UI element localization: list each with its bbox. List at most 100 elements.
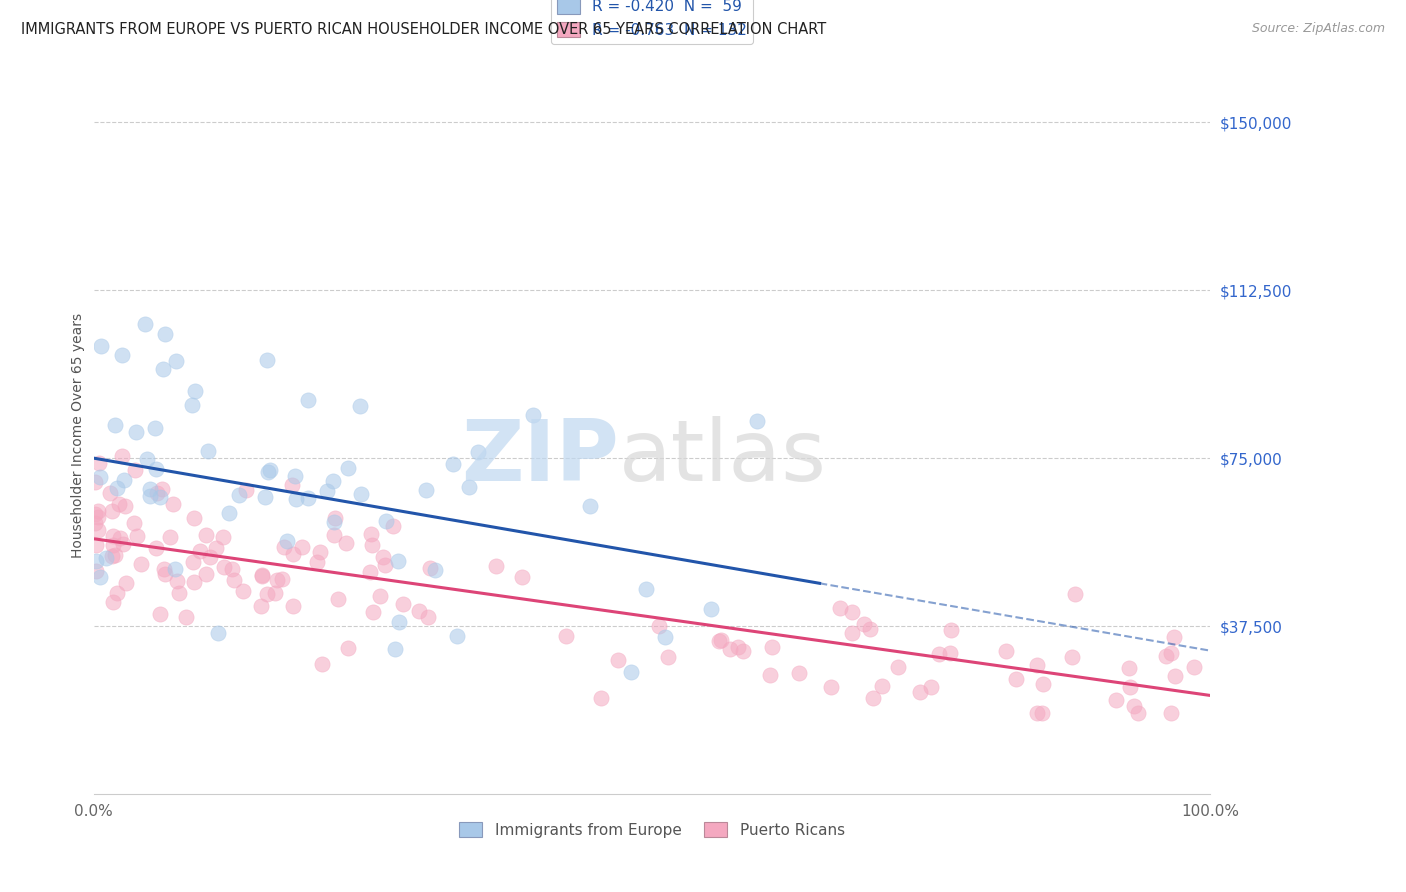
Point	[284, 469, 307, 483]
Point	[152, 361, 174, 376]
Point	[1164, 669, 1187, 683]
Point	[104, 548, 127, 562]
Point	[607, 653, 630, 667]
Point	[359, 566, 381, 580]
Point	[211, 530, 233, 544]
Point	[700, 602, 723, 616]
Point	[174, 609, 197, 624]
Point	[105, 586, 128, 600]
Point	[103, 529, 125, 543]
Point	[129, 557, 152, 571]
Point	[361, 538, 384, 552]
Point	[297, 491, 319, 505]
Point	[820, 681, 842, 695]
Point	[620, 665, 643, 679]
Point	[112, 473, 135, 487]
Point	[256, 352, 278, 367]
Point	[350, 487, 373, 501]
Point	[152, 561, 174, 575]
Point	[349, 399, 371, 413]
Point	[198, 549, 221, 564]
Point	[139, 482, 162, 496]
Point	[204, 541, 226, 556]
Point	[315, 484, 337, 499]
Point	[1154, 649, 1177, 664]
Point	[169, 586, 191, 600]
Point	[555, 629, 578, 643]
Point	[887, 660, 910, 674]
Point	[84, 538, 107, 552]
Point	[139, 489, 162, 503]
Point	[159, 530, 181, 544]
Point	[859, 623, 882, 637]
Point	[145, 541, 167, 555]
Point	[89, 469, 111, 483]
Text: Source: ZipAtlas.com: Source: ZipAtlas.com	[1251, 22, 1385, 36]
Point	[416, 609, 439, 624]
Point	[360, 526, 382, 541]
Point	[271, 572, 294, 586]
Point	[84, 564, 107, 578]
Point	[125, 425, 148, 439]
Point	[273, 540, 295, 554]
Point	[939, 623, 962, 637]
Point	[733, 643, 755, 657]
Point	[862, 691, 884, 706]
Point	[83, 516, 105, 530]
Point	[188, 544, 211, 558]
Point	[165, 354, 187, 368]
Point	[388, 615, 411, 629]
Point	[136, 452, 159, 467]
Point	[415, 483, 437, 497]
Point	[512, 570, 534, 584]
Point	[841, 605, 863, 619]
Point	[994, 643, 1017, 657]
Point	[207, 626, 229, 640]
Point	[89, 570, 111, 584]
Legend: Immigrants from Europe, Puerto Ricans: Immigrants from Europe, Puerto Ricans	[453, 815, 851, 844]
Point	[162, 497, 184, 511]
Point	[1062, 650, 1084, 665]
Point	[745, 415, 768, 429]
Point	[326, 592, 349, 607]
Point	[647, 619, 669, 633]
Point	[104, 417, 127, 432]
Point	[218, 506, 240, 520]
Point	[256, 587, 278, 601]
Point	[283, 547, 305, 561]
Point	[761, 640, 783, 654]
Point	[1160, 647, 1182, 661]
Point	[134, 317, 156, 331]
Point	[870, 679, 893, 693]
Point	[336, 461, 359, 475]
Y-axis label: Householder Income Over 65 years: Householder Income Over 65 years	[72, 313, 86, 558]
Point	[579, 499, 602, 513]
Point	[181, 398, 204, 412]
Point	[96, 550, 118, 565]
Point	[382, 519, 405, 533]
Point	[336, 640, 359, 655]
Point	[153, 327, 176, 342]
Point	[727, 640, 749, 654]
Point	[374, 558, 396, 572]
Point	[222, 573, 245, 587]
Point	[1063, 587, 1085, 601]
Point	[87, 523, 110, 537]
Point	[710, 633, 733, 648]
Point	[101, 595, 124, 609]
Point	[114, 575, 136, 590]
Point	[127, 529, 149, 543]
Point	[1163, 630, 1185, 644]
Text: ZIP: ZIP	[461, 416, 619, 499]
Point	[101, 538, 124, 552]
Point	[311, 657, 333, 672]
Point	[920, 680, 942, 694]
Point	[928, 647, 950, 661]
Point	[1128, 706, 1150, 721]
Point	[1160, 706, 1182, 721]
Point	[183, 511, 205, 525]
Point	[284, 492, 307, 507]
Point	[308, 545, 330, 559]
Point	[408, 604, 430, 618]
Point	[197, 443, 219, 458]
